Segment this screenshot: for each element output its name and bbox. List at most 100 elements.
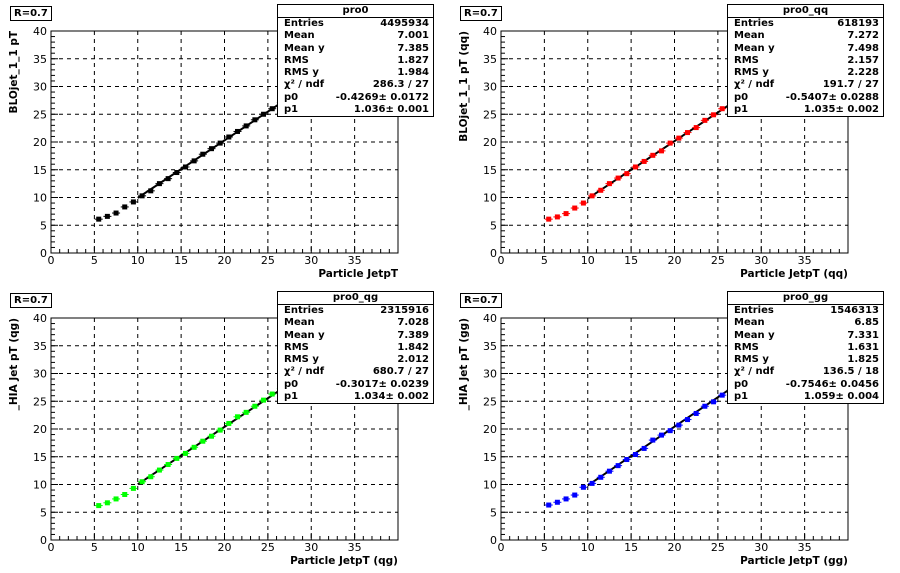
x-axis-title: Particle JetpT (qg) <box>290 555 398 567</box>
stats-label: Mean y <box>284 329 325 341</box>
data-point <box>598 187 604 193</box>
stats-row: Entries 618193 <box>728 18 883 30</box>
x-axis-title: Particle JetpT (qq) <box>740 268 848 280</box>
y-tick-label: 5 <box>490 506 497 519</box>
stats-label: RMS <box>734 341 759 353</box>
data-point <box>208 433 214 439</box>
x-tick-label: 35 <box>798 254 812 267</box>
y-tick-label: 40 <box>33 25 47 38</box>
data-point <box>667 140 673 146</box>
stats-row: p0 -0.7546± 0.0456 <box>728 379 883 391</box>
pad-qq: 0 5 10 15 20 25 30 35 0 5 10 15 20 25 30 35 40 Particle J… <box>450 0 900 286</box>
data-point <box>554 499 560 505</box>
stats-row: χ² / ndf 136.5 / 18 <box>728 366 883 378</box>
x-tick-label: 20 <box>218 541 232 554</box>
stats-label: p0 <box>734 378 749 390</box>
pad-inclusive: 0 5 10 15 20 25 30 35 0 5 10 15 20 25 30 35 40 Particle J… <box>0 0 450 286</box>
data-point <box>269 391 275 397</box>
stats-label: RMS y <box>734 354 769 366</box>
x-tick-label: 25 <box>261 254 275 267</box>
stats-value: 7.272 <box>847 30 879 42</box>
data-point <box>217 427 223 433</box>
data-point <box>650 437 656 443</box>
stats-label: Entries <box>284 305 324 316</box>
x-tick-label: 25 <box>711 254 725 267</box>
data-point <box>685 130 691 136</box>
data-point <box>719 392 725 398</box>
data-point <box>580 484 586 490</box>
stats-title: pro0_gg <box>728 292 883 305</box>
stats-row: p1 1.059± 0.004 <box>728 391 883 403</box>
y-tick-label: 25 <box>483 108 497 121</box>
stats-box: pro0_qg Entries 2315916 Mean 7.028 Mean y 7.3… <box>277 291 434 405</box>
x-tick-label: 30 <box>304 254 318 267</box>
data-point <box>676 422 682 428</box>
data-point <box>191 158 197 164</box>
data-point <box>711 112 717 118</box>
x-tick-label: 35 <box>348 254 362 267</box>
x-tick-label: 5 <box>91 254 98 267</box>
stats-row: p0 -0.5407± 0.0288 <box>728 92 883 104</box>
stats-value: 2.157 <box>847 54 879 66</box>
data-point <box>667 428 673 434</box>
y-tick-label: 0 <box>40 247 47 260</box>
data-point <box>113 210 119 216</box>
data-point <box>130 485 136 491</box>
data-point <box>156 181 162 187</box>
data-point <box>685 417 691 423</box>
stats-row: p1 1.034± 0.002 <box>278 391 433 403</box>
stats-label: RMS y <box>734 67 769 79</box>
y-tick-label: 25 <box>33 395 47 408</box>
data-point <box>563 211 569 217</box>
data-point <box>226 420 232 426</box>
data-point <box>182 164 188 170</box>
stats-value: 7.498 <box>847 42 879 54</box>
stats-label: Mean <box>734 317 765 329</box>
stats-row: Mean 6.85 <box>728 317 883 329</box>
y-tick-label: 10 <box>483 479 497 492</box>
stats-box: pro0 Entries 4495934 Mean 7.001 Mean y 7.385 R… <box>277 4 434 118</box>
y-tick-label: 0 <box>40 534 47 547</box>
x-tick-label: 20 <box>668 254 682 267</box>
stats-label: p0 <box>284 91 299 103</box>
stats-label: Mean <box>284 30 315 42</box>
y-tick-label: 10 <box>33 192 47 205</box>
stats-label: p1 <box>284 104 299 116</box>
stats-row: Mean y 7.498 <box>728 43 883 55</box>
data-point <box>252 403 258 409</box>
stats-label: χ² / ndf <box>284 79 325 91</box>
stats-row: Entries 4495934 <box>278 18 433 30</box>
stats-value: 1.034± 0.002 <box>353 391 429 403</box>
data-point <box>598 474 604 480</box>
stats-label: Entries <box>284 18 324 29</box>
stats-value: 7.028 <box>397 317 429 329</box>
data-point <box>113 496 119 502</box>
y-tick-label: 35 <box>33 340 47 353</box>
radius-label: R=0.7 <box>10 293 52 308</box>
x-tick-label: 0 <box>498 254 505 267</box>
stats-row: RMS 2.157 <box>728 55 883 67</box>
stats-value: 2.012 <box>397 354 429 366</box>
stats-value: 4495934 <box>380 18 429 29</box>
data-point <box>165 462 171 468</box>
data-point <box>200 151 206 157</box>
stats-value: 1.059± 0.004 <box>803 391 879 403</box>
x-tick-label: 5 <box>541 254 548 267</box>
data-point <box>104 500 110 506</box>
data-point <box>235 128 241 134</box>
y-tick-label: 10 <box>483 192 497 205</box>
x-tick-label: 15 <box>174 541 188 554</box>
stats-value: 1.035± 0.002 <box>803 104 879 116</box>
stats-value: 7.331 <box>847 329 879 341</box>
data-point <box>719 106 725 112</box>
data-point <box>252 117 258 123</box>
data-point <box>191 444 197 450</box>
stats-value: 1.631 <box>847 341 879 353</box>
stats-value: -0.4269± 0.0172 <box>335 91 429 103</box>
data-point <box>208 146 214 152</box>
stats-value: -0.3017± 0.0239 <box>335 378 429 390</box>
y-tick-label: 40 <box>483 312 497 325</box>
data-point <box>606 181 612 187</box>
data-point <box>693 125 699 131</box>
y-tick-label: 40 <box>483 25 497 38</box>
